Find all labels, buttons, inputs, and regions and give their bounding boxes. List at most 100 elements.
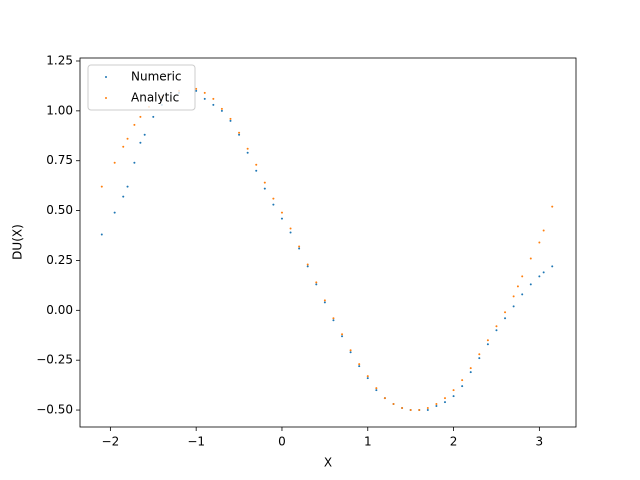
point [212, 97, 215, 100]
legend-marker [105, 76, 107, 78]
point [289, 231, 292, 234]
point [551, 265, 554, 268]
point [255, 169, 258, 172]
point [495, 329, 498, 332]
point [272, 197, 275, 200]
point [478, 357, 481, 360]
point [263, 187, 266, 190]
point [435, 403, 438, 406]
plot-frame [79, 57, 577, 428]
point [255, 163, 258, 166]
x-tick-label: 1 [364, 435, 372, 449]
point [298, 247, 301, 250]
point [504, 317, 507, 320]
point [323, 299, 326, 302]
point [366, 375, 369, 378]
point [435, 405, 438, 408]
point [100, 185, 103, 188]
y-tick-label: 1.25 [46, 53, 73, 67]
point [122, 145, 125, 148]
point [358, 363, 361, 366]
point [126, 185, 129, 188]
point [306, 265, 309, 268]
point [203, 91, 206, 94]
point [280, 217, 283, 220]
y-tick-label: 0.00 [46, 303, 73, 317]
y-tick-label: 0.50 [46, 203, 73, 217]
point [443, 397, 446, 400]
point [418, 409, 421, 412]
point [220, 109, 223, 112]
point [516, 285, 519, 288]
point [272, 203, 275, 206]
point [229, 117, 232, 120]
point [478, 353, 481, 356]
point [542, 229, 545, 232]
point [315, 283, 318, 286]
point [469, 367, 472, 370]
point [349, 351, 352, 354]
point [280, 211, 283, 214]
legend-label: Numeric [131, 70, 182, 84]
point [289, 227, 292, 230]
y-tick-label: −0.50 [36, 403, 73, 417]
point [486, 339, 489, 342]
point [113, 211, 116, 214]
point [512, 305, 515, 308]
point [349, 349, 352, 352]
point [341, 335, 344, 338]
point [521, 293, 524, 296]
point [133, 123, 136, 126]
point [452, 395, 455, 398]
point [443, 401, 446, 404]
point [392, 403, 395, 406]
point [341, 333, 344, 336]
point [529, 283, 532, 286]
point [133, 161, 136, 164]
point [152, 115, 155, 118]
x-axis-label: X [324, 456, 332, 470]
x-tick-label: −1 [187, 435, 205, 449]
point [139, 141, 142, 144]
point [212, 103, 215, 106]
point [246, 147, 249, 150]
point [426, 409, 429, 412]
point [238, 131, 241, 134]
y-tick-label: −0.25 [36, 353, 73, 367]
legend-label: Analytic [131, 91, 179, 105]
point [263, 181, 266, 184]
point [139, 115, 142, 118]
point [409, 409, 412, 412]
point [358, 365, 361, 368]
point [220, 107, 223, 110]
point [542, 271, 545, 274]
point [126, 137, 129, 140]
x-tick-label: 0 [278, 435, 286, 449]
x-tick-label: −2 [102, 435, 120, 449]
point [306, 263, 309, 266]
point [238, 133, 241, 136]
point [551, 205, 554, 208]
point [323, 301, 326, 304]
legend-box [87, 64, 196, 111]
point [375, 387, 378, 390]
x-tick-label: 2 [450, 435, 458, 449]
point [366, 377, 369, 380]
point [529, 257, 532, 260]
point [113, 161, 116, 164]
point [195, 87, 198, 90]
legend-marker [105, 97, 107, 99]
point [375, 389, 378, 392]
point [461, 379, 464, 382]
point [495, 325, 498, 328]
point [521, 275, 524, 278]
point [229, 119, 232, 122]
point [469, 371, 472, 374]
point [100, 233, 103, 236]
y-tick-label: 0.25 [46, 253, 73, 267]
point [143, 133, 146, 136]
point [452, 389, 455, 392]
point [538, 241, 541, 244]
point [383, 397, 386, 400]
